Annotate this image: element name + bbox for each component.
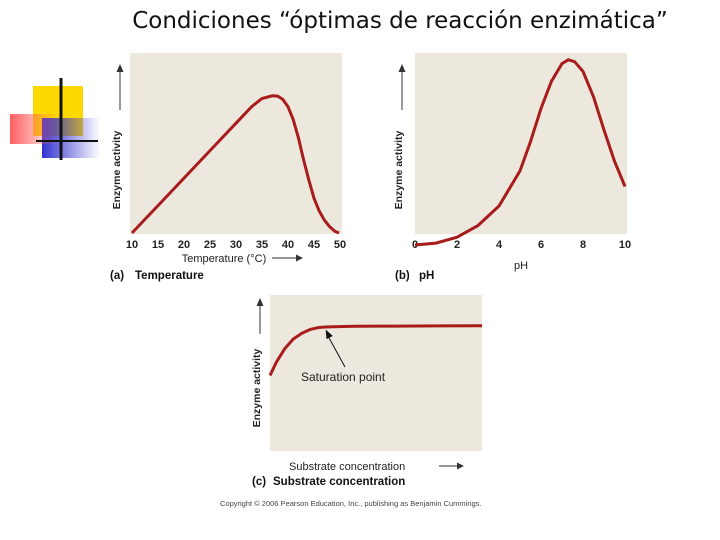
x-axis-label: Temperature (°C): [182, 253, 266, 265]
copyright-notice: Copyright © 2006 Pearson Education, Inc.…: [220, 499, 482, 508]
y-axis-arrow-head: [398, 64, 406, 72]
plot-background: [130, 53, 342, 234]
ph-chart: Enzyme activity 0 2 4 6 8 10 pH (b) pH: [393, 53, 631, 282]
x-axis-label-text: Substrate concentration: [289, 461, 405, 473]
annotation-arrow-head: [325, 329, 333, 340]
x-tick-label: 50: [334, 239, 346, 251]
slide-title: Condiciones “óptimas de reacción enzimát…: [132, 8, 668, 34]
annotation-label: Saturation point: [301, 370, 386, 384]
x-tick-label: 30: [230, 239, 242, 251]
x-tick-label: 45: [308, 239, 320, 251]
caption-text: Temperature: [135, 270, 204, 282]
y-axis-label-text: Enzyme activity: [111, 130, 123, 209]
x-axis-label: pH: [514, 260, 528, 272]
x-axis-label: Substrate concentration: [289, 461, 405, 473]
y-axis-arrow-head: [116, 64, 124, 72]
substrate-chart: Enzyme activity Substrate concentration …: [251, 295, 483, 488]
y-axis-label: Enzyme activity: [251, 348, 263, 427]
decorative-squares: [10, 78, 100, 160]
annotation-pointer: [326, 333, 346, 368]
x-tick-label: 2: [454, 239, 460, 251]
x-tick-label: 6: [538, 239, 544, 251]
x-tick-label: 35: [256, 239, 268, 251]
temperature-chart: Enzyme activity 10 15 20 25 30 35 40 45 50 Tempe…: [110, 53, 346, 282]
x-tick-label: 15: [152, 239, 164, 251]
x-tick-label: 40: [282, 239, 294, 251]
x-tick-label: 20: [178, 239, 190, 251]
temperature-activity-curve: [130, 94, 340, 235]
x-axis-label-text: Temperature (°C): [182, 253, 266, 265]
caption-letter: (a): [110, 270, 124, 282]
y-axis-label: Enzyme activity: [393, 130, 405, 209]
red-square: [10, 114, 58, 144]
y-axis-label: Enzyme activity: [111, 130, 123, 209]
x-tick-label: 25: [204, 239, 216, 251]
y-axis-label-text: Enzyme activity: [251, 348, 263, 427]
x-tick-label: 10: [619, 239, 631, 251]
x-axis-label-text: pH: [514, 260, 528, 272]
caption-text: Substrate concentration: [273, 476, 405, 488]
substrate-activity-curve: [268, 324, 483, 377]
plot-background: [415, 53, 627, 234]
plot-background: [270, 295, 482, 451]
x-tick-label: 4: [496, 239, 503, 251]
x-tick-label: 8: [580, 239, 586, 251]
x-axis-arrow-head: [457, 462, 464, 470]
x-axis-arrow-head: [296, 254, 303, 262]
ph-activity-curve: [414, 58, 627, 247]
caption-letter: (c): [252, 476, 266, 488]
caption-text: pH: [419, 270, 434, 282]
x-tick-label: 10: [126, 239, 138, 251]
y-axis-arrow-head: [256, 298, 264, 306]
caption-letter: (b): [395, 270, 410, 282]
y-axis-label-text: Enzyme activity: [393, 130, 405, 209]
